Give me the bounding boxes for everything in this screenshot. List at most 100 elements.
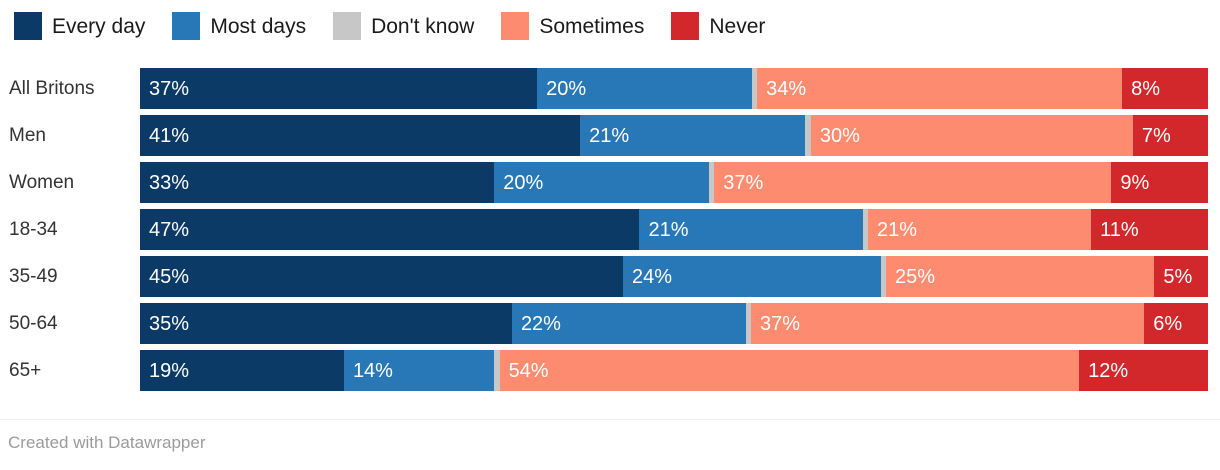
chart-rows: All Britons 37% 20% 34% 8% Men 41% 21% 30% 7% Wome… xyxy=(0,68,1220,391)
row-label: 50-64 xyxy=(9,312,58,334)
bar-segment-don-t-know xyxy=(708,162,715,203)
legend-swatch-don-t-know xyxy=(333,12,362,40)
bar-segment-sometimes: 37% xyxy=(714,162,1112,203)
stacked-bar: 47% 21% 21% 11% xyxy=(140,209,1209,250)
row-label: 35-49 xyxy=(9,265,58,287)
bar-segment-every-day: 19% xyxy=(140,350,344,391)
bar-segment-never: 11% xyxy=(1091,209,1209,250)
row-label: All Britons xyxy=(9,77,95,99)
chart-row-50-64: 50-64 35% 22% 37% 6% xyxy=(0,303,1220,344)
legend-item-sometimes: Sometimes xyxy=(501,12,644,40)
bar-segment-every-day: 37% xyxy=(140,68,538,109)
bar-segment-never: 7% xyxy=(1132,115,1208,156)
bar-segment-most-days: 21% xyxy=(639,209,863,250)
legend-label: Most days xyxy=(210,14,307,38)
bar-segment-most-days: 20% xyxy=(494,162,709,203)
bar-segment-value: 34% xyxy=(766,77,807,100)
bar-segment-value: 30% xyxy=(819,124,860,147)
bar-segment-value: 21% xyxy=(876,218,917,241)
bar-segment-value: 12% xyxy=(1088,359,1129,382)
chart-row-all-britons: All Britons 37% 20% 34% 8% xyxy=(0,68,1220,109)
bar-segment-value: 5% xyxy=(1163,265,1193,288)
stacked-bar: 35% 22% 37% 6% xyxy=(140,303,1208,344)
chart-row-men: Men 41% 21% 30% 7% xyxy=(0,115,1220,156)
legend-swatch-never xyxy=(671,12,700,40)
row-label: 18-34 xyxy=(9,218,58,240)
bar-segment-value: 54% xyxy=(508,359,549,382)
bar-segment-value: 35% xyxy=(149,312,190,335)
legend-swatch-most-days xyxy=(172,12,201,40)
bar-segment-most-days: 22% xyxy=(511,303,746,344)
row-label: Men xyxy=(9,124,46,146)
legend-swatch-sometimes xyxy=(501,12,530,40)
legend-label: Every day xyxy=(52,14,146,38)
bar-segment-every-day: 41% xyxy=(140,115,581,156)
bar-segment-value: 37% xyxy=(760,312,801,335)
bar-segment-value: 21% xyxy=(648,218,689,241)
stacked-bar: 33% 20% 37% 9% xyxy=(140,162,1208,203)
bar-segment-sometimes: 37% xyxy=(751,303,1145,344)
bar-segment-every-day: 33% xyxy=(140,162,495,203)
bar-segment-value: 25% xyxy=(894,265,936,288)
bar-segment-don-t-know xyxy=(862,209,868,250)
bar-segment-most-days: 24% xyxy=(623,256,881,297)
stacked-bar: 19% 14% 54% 12% xyxy=(140,350,1208,391)
legend-item-most-days: Most days xyxy=(172,12,306,40)
stacked-bar: 45% 24% 25% 5% xyxy=(140,256,1208,297)
bar-segment-don-t-know xyxy=(805,115,811,156)
bar-segment-value: 20% xyxy=(503,171,544,194)
bar-segment-value: 22% xyxy=(520,312,561,335)
legend-item-never: Never xyxy=(671,12,765,40)
bar-segment-every-day: 47% xyxy=(140,209,640,250)
bar-segment-don-t-know xyxy=(494,350,500,391)
credit-text: Created with Datawrapper xyxy=(8,433,206,452)
bar-segment-value: 19% xyxy=(149,359,190,382)
bar-segment-value: 33% xyxy=(149,171,190,194)
legend: Every day Most days Don't know Sometimes Nev… xyxy=(0,0,1220,40)
bar-segment-sometimes: 21% xyxy=(867,209,1092,250)
bar-segment-every-day: 35% xyxy=(140,303,512,344)
legend-swatch-every-day xyxy=(14,12,42,40)
bar-segment-never: 8% xyxy=(1122,68,1208,109)
chart-row-35-49: 35-49 45% 24% 25% 5% xyxy=(0,256,1220,297)
row-label: Women xyxy=(9,171,75,193)
bar-segment-sometimes: 30% xyxy=(810,115,1133,156)
bar-segment-value: 47% xyxy=(149,218,190,241)
stacked-bar: 37% 20% 34% 8% xyxy=(140,68,1208,109)
bar-segment-don-t-know xyxy=(745,303,752,344)
bar-segment-value: 37% xyxy=(723,171,764,194)
bar-segment-value: 20% xyxy=(546,77,587,100)
bar-segment-sometimes: 54% xyxy=(499,350,1080,391)
stacked-bar-chart: Every day Most days Don't know Sometimes Nev… xyxy=(0,0,1220,452)
bar-segment-value: 11% xyxy=(1100,218,1139,241)
bar-segment-never: 6% xyxy=(1144,303,1208,344)
bar-segment-most-days: 21% xyxy=(580,115,806,156)
legend-label: Don't know xyxy=(371,14,475,38)
legend-item-every-day: Every day xyxy=(14,12,145,40)
legend-item-don-t-know: Don't know xyxy=(333,12,474,40)
bar-segment-value: 37% xyxy=(149,77,190,100)
bar-segment-sometimes: 25% xyxy=(885,256,1155,297)
bar-segment-every-day: 45% xyxy=(140,256,624,297)
bar-segment-value: 21% xyxy=(589,124,630,147)
chart-row-65: 65+ 19% 14% 54% 12% xyxy=(0,350,1220,391)
bar-segment-never: 9% xyxy=(1111,162,1208,203)
stacked-bar: 41% 21% 30% 7% xyxy=(140,115,1208,156)
bar-segment-value: 45% xyxy=(149,265,190,288)
bar-segment-never: 12% xyxy=(1079,350,1208,391)
bar-segment-don-t-know xyxy=(751,68,758,109)
bar-segment-value: 24% xyxy=(632,265,673,288)
chart-row-women: Women 33% 20% 37% 9% xyxy=(0,162,1220,203)
bar-segment-don-t-know xyxy=(880,256,886,297)
bar-segment-value: 8% xyxy=(1131,77,1161,100)
legend-label: Sometimes xyxy=(539,14,645,38)
bar-segment-value: 14% xyxy=(352,359,393,382)
bar-segment-value: 7% xyxy=(1141,124,1171,147)
bar-segment-value: 6% xyxy=(1153,312,1183,335)
legend-label: Never xyxy=(709,14,766,38)
footer: Created with Datawrapper xyxy=(0,419,1220,453)
bar-segment-sometimes: 34% xyxy=(757,68,1123,109)
bar-segment-value: 41% xyxy=(149,124,190,147)
bar-segment-never: 5% xyxy=(1154,256,1208,297)
bar-segment-most-days: 20% xyxy=(537,68,752,109)
